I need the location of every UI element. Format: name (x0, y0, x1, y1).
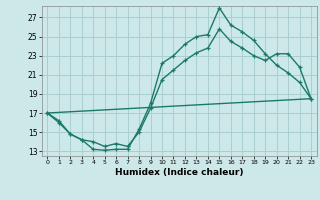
X-axis label: Humidex (Indice chaleur): Humidex (Indice chaleur) (115, 168, 244, 177)
